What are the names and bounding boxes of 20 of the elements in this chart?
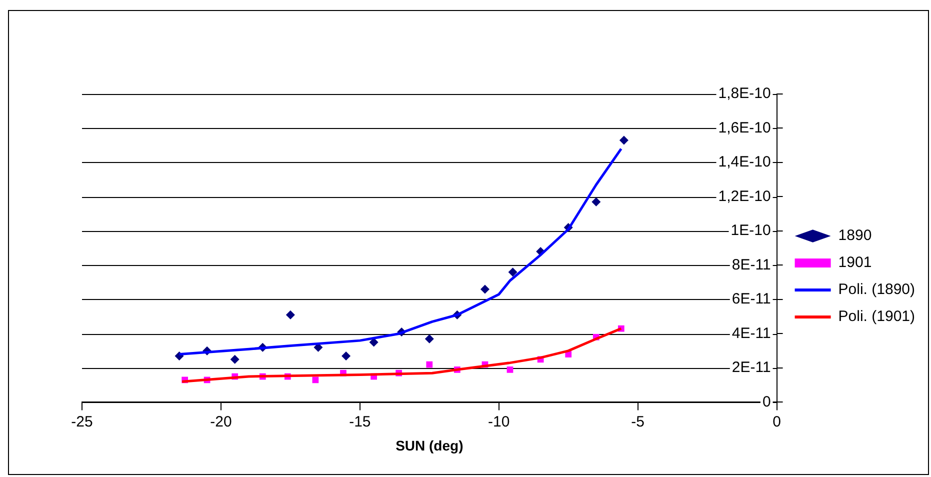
- y-tick-label: 8E-11: [732, 256, 771, 274]
- legend-label: Poli. (1890): [838, 281, 916, 298]
- x-tick-label: -10: [488, 413, 510, 430]
- x-tick-label: -15: [349, 413, 371, 430]
- legend-label: 1890: [838, 227, 872, 244]
- y-tick-label: 1,2E-10: [718, 188, 771, 205]
- y-tick-label: 2E-11: [732, 359, 771, 376]
- y-tick-label: 1,8E-10: [718, 85, 771, 102]
- x-tick-label: -5: [631, 413, 645, 430]
- y-tick-label: 0: [762, 393, 771, 410]
- y-tick-label: 6E-11: [732, 290, 771, 308]
- y-tick-label: 1,4E-10: [718, 154, 771, 171]
- y-tick-label: 1,6E-10: [718, 119, 771, 136]
- y-tick-label: 4E-11: [732, 324, 771, 342]
- x-tick-label: -25: [71, 413, 93, 430]
- x-tick-label: -20: [210, 413, 232, 430]
- legend-label: 1901: [838, 254, 872, 272]
- y-tick-label: 1E-10: [730, 222, 771, 240]
- legend-label: Poli. (1901): [838, 308, 916, 326]
- x-axis-title: SUN (deg): [396, 437, 464, 454]
